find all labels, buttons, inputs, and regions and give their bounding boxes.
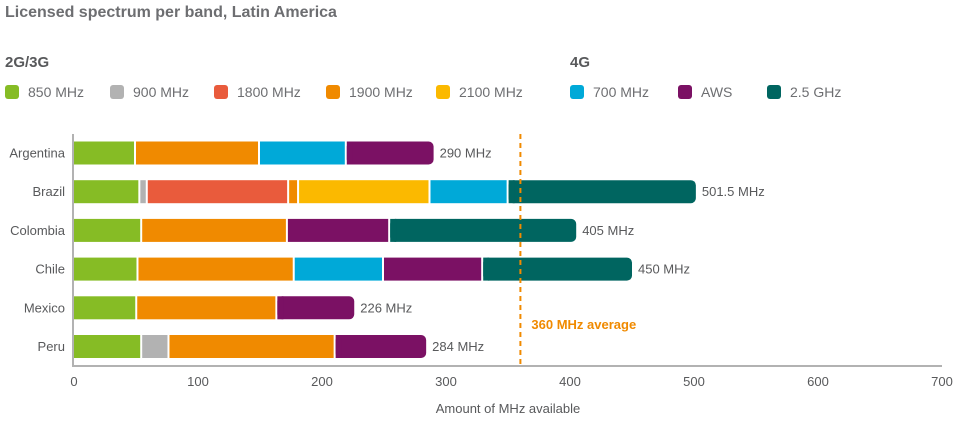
y-category-label: Peru <box>38 339 65 354</box>
y-category-label: Argentina <box>9 146 65 161</box>
legend-swatch-2-5ghz <box>767 85 781 99</box>
y-category-label: Chile <box>35 262 65 277</box>
bar-segment <box>430 180 507 204</box>
legend-swatch-1900 <box>326 85 340 99</box>
bar-total-label: 501.5 MHz <box>702 184 765 199</box>
legend-label-1900: 1900 MHz <box>349 84 413 100</box>
legend-swatch-850 <box>5 85 19 99</box>
y-category-label: Colombia <box>10 223 66 238</box>
bar-total-label: 405 MHz <box>582 223 634 238</box>
average-reference-label: 360 MHz average <box>531 317 636 332</box>
bar-total-label: 226 MHz <box>360 300 412 315</box>
bar-segment <box>136 141 258 165</box>
bar-segment <box>335 335 427 358</box>
bar-segment <box>260 141 345 165</box>
bar-segment <box>508 180 696 204</box>
legend-label-2100: 2100 MHz <box>459 84 523 100</box>
legend-group-title-2g3g: 2G/3G <box>5 54 50 71</box>
bar-segment <box>74 218 141 242</box>
bar-segment <box>346 141 434 165</box>
bar-segment <box>140 180 146 204</box>
bar-segment <box>508 180 515 204</box>
legend-swatch-2100 <box>436 85 450 99</box>
legend-label-aws: AWS <box>701 84 733 100</box>
legend-group-title-4g: 4G <box>570 54 591 71</box>
y-category-label: Mexico <box>24 300 65 315</box>
bar-segment <box>277 296 284 320</box>
legend-item-1800: 1800 MHz <box>214 84 301 100</box>
legend-item-2100: 2100 MHz <box>436 84 523 100</box>
legend-label-900: 900 MHz <box>133 84 190 100</box>
bar-total-label: 450 MHz <box>638 262 690 277</box>
bar-segment <box>390 218 577 242</box>
bar-segment <box>74 257 137 281</box>
bar-segment <box>483 257 632 281</box>
x-tick-label: 700 <box>931 374 953 389</box>
bar-segment <box>287 218 389 242</box>
legend-item-850: 850 MHz <box>5 84 84 100</box>
bar-total-label: 290 MHz <box>440 146 492 161</box>
bar-segment <box>169 335 334 358</box>
bar-segment <box>142 335 168 358</box>
legend-label-2-5ghz: 2.5 GHz <box>790 84 842 100</box>
bar-segment <box>137 296 276 320</box>
bar-segment <box>289 180 298 204</box>
legend-swatch-1800 <box>214 85 228 99</box>
x-tick-label: 100 <box>187 374 209 389</box>
bar-segment <box>384 257 482 281</box>
bar-total-label: 284 MHz <box>432 339 484 354</box>
x-tick-label: 0 <box>70 374 77 389</box>
legend-label-1800: 1800 MHz <box>237 84 301 100</box>
bar-segment <box>299 180 429 204</box>
x-tick-label: 200 <box>311 374 333 389</box>
bar-segment <box>346 141 353 165</box>
y-category-label: Brazil <box>32 184 65 199</box>
bar-segment <box>74 296 136 320</box>
x-tick-label: 300 <box>435 374 457 389</box>
chart-title: Licensed spectrum per band, Latin Americ… <box>5 4 337 21</box>
legend-swatch-700 <box>570 85 584 99</box>
x-tick-label: 500 <box>683 374 705 389</box>
bar-segment <box>138 257 293 281</box>
bar-segment <box>74 335 141 358</box>
bar-segment <box>74 141 134 165</box>
legend-swatch-900 <box>110 85 124 99</box>
legend-label-700: 700 MHz <box>593 84 650 100</box>
legend-swatch-aws <box>678 85 692 99</box>
bar-segment <box>74 180 139 204</box>
legend-item-1900: 1900 MHz <box>326 84 413 100</box>
bar-segment <box>294 257 382 281</box>
bar-segment <box>277 296 355 320</box>
bar-segment <box>483 257 490 281</box>
legend-label-850: 850 MHz <box>28 84 85 100</box>
legend-item-900: 900 MHz <box>110 84 189 100</box>
bar-segment <box>147 180 288 204</box>
bar-segment <box>335 335 342 358</box>
legend-item-700: 700 MHz <box>570 84 649 100</box>
legend-item-2-5ghz: 2.5 GHz <box>767 84 841 100</box>
x-tick-label: 600 <box>807 374 829 389</box>
bar-segment <box>142 218 286 242</box>
legend-item-aws: AWS <box>678 84 732 100</box>
bar-segment <box>390 218 397 242</box>
x-axis-label: Amount of MHz available <box>436 401 581 416</box>
x-tick-label: 400 <box>559 374 581 389</box>
